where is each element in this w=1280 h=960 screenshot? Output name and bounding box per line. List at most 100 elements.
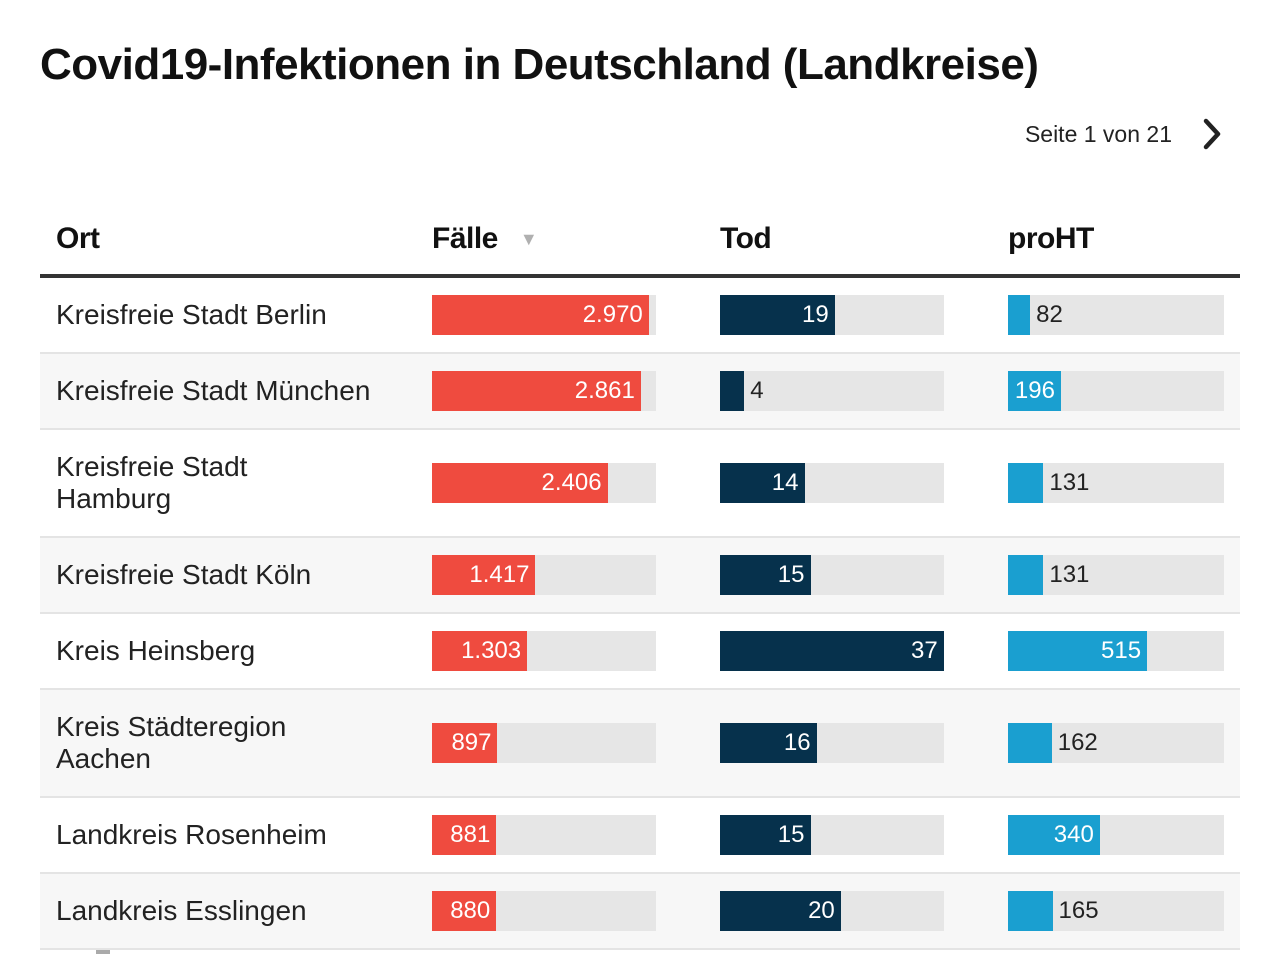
cell-proht: 196 <box>992 371 1240 411</box>
chevron-right-icon <box>1203 118 1221 150</box>
proht-bar-track: 131 <box>1008 463 1224 503</box>
faelle-bar <box>432 891 497 931</box>
tod-value: 15 <box>777 821 805 848</box>
tod-bar-track: 19 <box>720 295 944 335</box>
faelle-value: 2.406 <box>541 469 602 496</box>
cell-faelle: 897 <box>416 723 704 763</box>
tod-bar-track: 14 <box>720 463 944 503</box>
cell-ort: Kreisfreie Stadt Berlin <box>40 299 416 331</box>
proht-bar-track: 82 <box>1008 295 1224 335</box>
faelle-value: 1.417 <box>469 561 530 588</box>
cell-tod: 37 <box>704 631 992 671</box>
column-header-tod[interactable]: Tod <box>704 222 992 256</box>
proht-value: 515 <box>1101 637 1142 664</box>
faelle-bar <box>432 815 497 855</box>
table-row: Kreisfreie Stadt München 2.861 4 196 <box>40 354 1240 430</box>
proht-bar <box>1008 723 1052 763</box>
column-header-faelle[interactable]: Fälle ▼ <box>416 222 704 256</box>
tod-bar <box>720 463 805 503</box>
table-row: Kreisfreie Stadt Hamburg 2.406 14 131 <box>40 430 1240 538</box>
data-table: Ort Fälle ▼ Tod proHT Kreisfreie Stadt B… <box>40 204 1240 950</box>
proht-value: 162 <box>1057 729 1098 756</box>
cell-proht: 131 <box>992 463 1240 503</box>
cell-faelle: 2.970 <box>416 295 704 335</box>
ort-label: Landkreis Rosenheim <box>56 819 327 850</box>
page-title: Covid19-Infektionen in Deutschland (Land… <box>40 40 1039 89</box>
faelle-value: 897 <box>451 729 492 756</box>
column-header-ort-label: Ort <box>56 222 100 255</box>
faelle-value: 2.861 <box>574 377 635 404</box>
cell-faelle: 1.303 <box>416 631 704 671</box>
tod-value: 4 <box>750 377 764 404</box>
proht-bar-track: 196 <box>1008 371 1224 411</box>
faelle-bar-track: 1.417 <box>432 555 656 595</box>
column-header-proht-label: proHT <box>1008 222 1094 255</box>
tod-value: 16 <box>783 729 811 756</box>
cell-proht: 515 <box>992 631 1240 671</box>
faelle-bar <box>432 723 498 763</box>
tod-bar <box>720 371 745 411</box>
cell-proht: 340 <box>992 815 1240 855</box>
cell-tod: 15 <box>704 555 992 595</box>
column-header-ort[interactable]: Ort <box>40 222 416 256</box>
next-page-button[interactable] <box>1200 116 1224 152</box>
cell-faelle: 1.417 <box>416 555 704 595</box>
tod-value: 14 <box>771 469 799 496</box>
faelle-bar-track: 1.303 <box>432 631 656 671</box>
tod-bar <box>720 723 817 763</box>
table-row: Kreisfreie Stadt Berlin 2.970 19 82 <box>40 278 1240 354</box>
faelle-bar-track: 2.406 <box>432 463 656 503</box>
proht-bar <box>1008 295 1031 335</box>
ort-label: Kreis Städteregion Aachen <box>56 711 287 774</box>
table-row: Landkreis Esslingen 880 20 165 <box>40 874 1240 950</box>
faelle-bar <box>432 631 528 671</box>
table-body: Kreisfreie Stadt Berlin 2.970 19 82 Kreisfre… <box>40 278 1240 950</box>
table-row: Landkreis Rosenheim 881 15 340 <box>40 798 1240 874</box>
table-header: Ort Fälle ▼ Tod proHT <box>40 204 1240 278</box>
cell-proht: 165 <box>992 891 1240 931</box>
ort-label: Kreisfreie Stadt München <box>56 375 371 406</box>
ort-label: Kreis Heinsberg <box>56 635 256 666</box>
faelle-value: 881 <box>450 821 491 848</box>
cell-tod: 20 <box>704 891 992 931</box>
proht-value: 131 <box>1049 469 1090 496</box>
cell-ort: Kreis Städteregion Aachen <box>40 711 416 775</box>
proht-bar <box>1008 555 1044 595</box>
cell-tod: 16 <box>704 723 992 763</box>
tod-bar <box>720 295 836 335</box>
tod-bar-track: 20 <box>720 891 944 931</box>
proht-bar-track: 340 <box>1008 815 1224 855</box>
faelle-bar-track: 2.970 <box>432 295 656 335</box>
proht-bar-track: 515 <box>1008 631 1224 671</box>
faelle-bar <box>432 555 536 595</box>
cell-tod: 14 <box>704 463 992 503</box>
faelle-bar-track: 880 <box>432 891 656 931</box>
faelle-bar <box>432 295 649 335</box>
tod-bar <box>720 891 842 931</box>
faelle-value: 880 <box>450 897 491 924</box>
cell-ort: Landkreis Rosenheim <box>40 819 416 851</box>
cell-faelle: 881 <box>416 815 704 855</box>
proht-bar-track: 165 <box>1008 891 1224 931</box>
cell-proht: 131 <box>992 555 1240 595</box>
tod-value: 19 <box>802 301 829 328</box>
proht-bar <box>1008 463 1044 503</box>
pagination: Seite 1 von 21 <box>1025 116 1224 152</box>
cell-ort: Kreisfreie Stadt München <box>40 375 416 407</box>
cell-ort: Kreisfreie Stadt Hamburg <box>40 451 416 515</box>
ort-label: Kreisfreie Stadt Berlin <box>56 299 327 330</box>
ort-label: Kreisfreie Stadt Hamburg <box>56 451 248 514</box>
tod-bar <box>720 815 811 855</box>
cell-tod: 4 <box>704 371 992 411</box>
column-header-proht[interactable]: proHT <box>992 222 1240 256</box>
ort-label: Kreisfreie Stadt Köln <box>56 559 312 590</box>
table-row: Kreis Heinsberg 1.303 37 515 <box>40 614 1240 690</box>
cell-tod: 15 <box>704 815 992 855</box>
tod-bar-track: 37 <box>720 631 944 671</box>
next-row-peek <box>96 950 110 954</box>
faelle-bar <box>432 371 641 411</box>
sort-down-triangle-icon: ▼ <box>519 228 538 249</box>
column-header-tod-label: Tod <box>720 222 772 255</box>
tod-bar <box>720 631 944 671</box>
cell-proht: 82 <box>992 295 1240 335</box>
